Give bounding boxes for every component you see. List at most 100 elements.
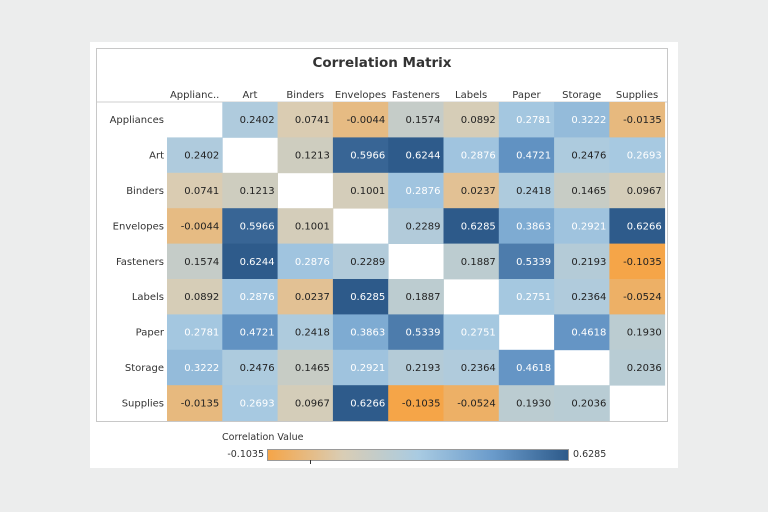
cell-value: 0.2781 bbox=[184, 328, 219, 339]
heatmap-cell bbox=[443, 208, 500, 244]
cell-value: 0.0237 bbox=[295, 292, 330, 303]
cell-value: 0.5966 bbox=[350, 151, 385, 162]
heatmap-cell bbox=[388, 208, 444, 244]
heatmap-cell bbox=[498, 172, 555, 209]
cell-value: 0.2876 bbox=[240, 292, 275, 303]
column-header: Applianc.. bbox=[170, 90, 219, 101]
cell-value: 0.6285 bbox=[461, 221, 496, 232]
row-label: Labels bbox=[132, 292, 164, 303]
heatmap-cell bbox=[498, 102, 555, 138]
heatmap-cell bbox=[554, 385, 610, 421]
legend-max-label: 0.6285 bbox=[573, 449, 607, 460]
row-label: Envelopes bbox=[113, 221, 164, 232]
heatmap-cell bbox=[498, 385, 555, 421]
cell-value: 0.1465 bbox=[295, 363, 330, 374]
cell-value: 0.6244 bbox=[406, 151, 441, 162]
heatmap-cell bbox=[609, 349, 666, 386]
heatmap-cell bbox=[554, 314, 610, 351]
heatmap-cell bbox=[388, 172, 444, 209]
heatmap-cell bbox=[332, 243, 389, 280]
heatmap-cell bbox=[609, 314, 666, 351]
cell-value: 0.1930 bbox=[627, 328, 662, 339]
legend-min-label: -0.1035 bbox=[227, 449, 264, 460]
heatmap-cell bbox=[609, 102, 666, 138]
heatmap-cell bbox=[443, 243, 500, 280]
heatmap-cell bbox=[388, 279, 444, 315]
cell-value: 0.2921 bbox=[571, 221, 606, 232]
cell-value: 0.4618 bbox=[571, 328, 606, 339]
heatmap-cell bbox=[554, 243, 610, 280]
cell-value: -0.0044 bbox=[181, 221, 220, 232]
cell-value: 0.2193 bbox=[406, 363, 441, 374]
heatmap-cell bbox=[167, 385, 223, 421]
row-label: Paper bbox=[136, 328, 165, 339]
chart-title: Correlation Matrix bbox=[312, 55, 452, 71]
column-header: Storage bbox=[562, 90, 601, 101]
cell-value: 0.2193 bbox=[571, 257, 606, 268]
legend-title: Correlation Value bbox=[222, 432, 304, 443]
heatmap-cell bbox=[167, 172, 223, 209]
cell-value: 0.3222 bbox=[571, 115, 606, 126]
heatmap-cell bbox=[277, 102, 334, 138]
heatmap-cell bbox=[609, 279, 666, 315]
row-label: Fasteners bbox=[116, 257, 164, 268]
heatmap-cell bbox=[388, 102, 444, 138]
cell-value: 0.2693 bbox=[240, 398, 275, 409]
row-label: Binders bbox=[126, 186, 164, 197]
heatmap-cell bbox=[388, 314, 444, 351]
cell-value: 0.2693 bbox=[627, 151, 662, 162]
cell-value: 0.0237 bbox=[461, 186, 496, 197]
cell-value: 0.2289 bbox=[406, 221, 441, 232]
heatmap-cell bbox=[388, 385, 444, 421]
cell-value: 0.0741 bbox=[184, 186, 219, 197]
heatmap-cell bbox=[167, 208, 223, 244]
cell-value: 0.1213 bbox=[295, 151, 330, 162]
heatmap-cell bbox=[277, 208, 334, 244]
cell-value: 0.0892 bbox=[461, 115, 496, 126]
heatmap-cell bbox=[332, 385, 389, 421]
cell-value: -0.1035 bbox=[623, 257, 662, 268]
cell-value: 0.2402 bbox=[184, 151, 219, 162]
cell-value: -0.1035 bbox=[402, 398, 441, 409]
heatmap-cell bbox=[554, 172, 610, 209]
heatmap-cell bbox=[443, 137, 500, 174]
heatmap-cell bbox=[332, 314, 389, 351]
cell-value: 0.3863 bbox=[350, 328, 385, 339]
cell-value: 0.1930 bbox=[516, 398, 551, 409]
cell-value: 0.3222 bbox=[184, 363, 219, 374]
cell-value: 0.3863 bbox=[516, 221, 551, 232]
heatmap-cell bbox=[609, 137, 666, 174]
heatmap-cell bbox=[609, 172, 666, 209]
heatmap-cell bbox=[277, 243, 334, 280]
cell-value: 0.2476 bbox=[240, 363, 275, 374]
heatmap-cell bbox=[277, 314, 334, 351]
heatmap-cell bbox=[554, 208, 610, 244]
cell-value: 0.1887 bbox=[461, 257, 496, 268]
cell-value: 0.4618 bbox=[516, 363, 551, 374]
cell-value: 0.0967 bbox=[295, 398, 330, 409]
cell-value: 0.2876 bbox=[406, 186, 441, 197]
cell-value: 0.1001 bbox=[295, 221, 330, 232]
row-label: Storage bbox=[125, 363, 164, 374]
heatmap-cell bbox=[222, 102, 278, 138]
heatmap-cell bbox=[554, 102, 610, 138]
heatmap-cell bbox=[332, 172, 389, 209]
cell-value: 0.2364 bbox=[461, 363, 496, 374]
heatmap-cell bbox=[498, 208, 555, 244]
column-header: Binders bbox=[286, 90, 324, 101]
row-label: Appliances bbox=[110, 115, 164, 126]
cell-value: 0.0741 bbox=[295, 115, 330, 126]
heatmap-cell bbox=[443, 349, 500, 386]
heatmap-cell bbox=[222, 385, 278, 421]
heatmap-cell bbox=[609, 243, 666, 280]
heatmap-cell bbox=[222, 172, 278, 209]
cell-value: 0.1465 bbox=[571, 186, 606, 197]
heatmap-cell bbox=[277, 137, 334, 174]
cell-value: 0.2418 bbox=[516, 186, 551, 197]
cell-value: 0.4721 bbox=[516, 151, 551, 162]
cell-value: -0.0524 bbox=[457, 398, 496, 409]
heatmap-cell bbox=[167, 137, 223, 174]
legend-color-bar bbox=[267, 449, 569, 461]
heatmap-cell bbox=[443, 102, 500, 138]
